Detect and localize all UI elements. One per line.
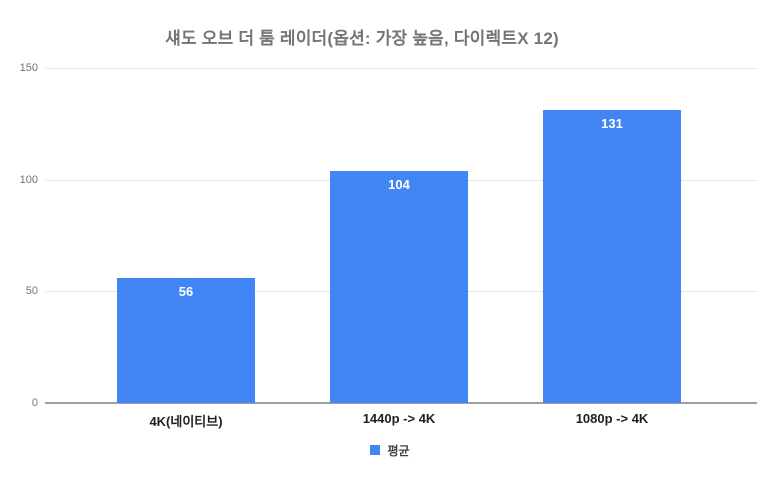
- x-axis-label: 1080p -> 4K: [575, 411, 649, 426]
- bar-value-label: 131: [601, 116, 623, 132]
- y-axis-tick-label: 0: [31, 397, 38, 409]
- bar-value-label: 56: [178, 283, 194, 299]
- bar: [543, 110, 681, 403]
- bar: [117, 277, 255, 403]
- x-axis-label: 1440p -> 4K: [362, 411, 436, 426]
- legend: 평균: [0, 443, 780, 458]
- x-axis-line: [45, 402, 757, 404]
- legend-label: 평균: [387, 443, 410, 458]
- bar-value-label: 104: [388, 176, 410, 192]
- y-axis-tick-label: 150: [19, 62, 38, 74]
- legend-swatch: [370, 445, 381, 455]
- chart-title: 섀도 오브 더 툼 레이더(옵션: 가장 높음, 다이렉트X 12): [165, 29, 559, 48]
- x-axis-label: 4K(네이티브): [149, 414, 223, 429]
- bar: [330, 170, 468, 403]
- gridline: [45, 68, 757, 69]
- y-axis-tick-label: 50: [25, 285, 38, 298]
- y-axis-tick-label: 100: [19, 173, 38, 186]
